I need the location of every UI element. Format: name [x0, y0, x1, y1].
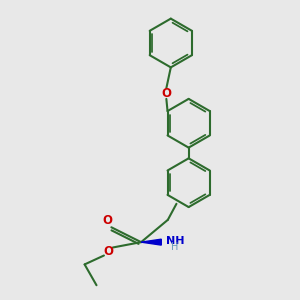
Text: O: O [103, 244, 113, 258]
Text: NH: NH [166, 236, 185, 246]
Text: O: O [161, 87, 171, 100]
Text: O: O [103, 214, 113, 227]
Text: H: H [171, 242, 179, 253]
Polygon shape [141, 239, 161, 245]
